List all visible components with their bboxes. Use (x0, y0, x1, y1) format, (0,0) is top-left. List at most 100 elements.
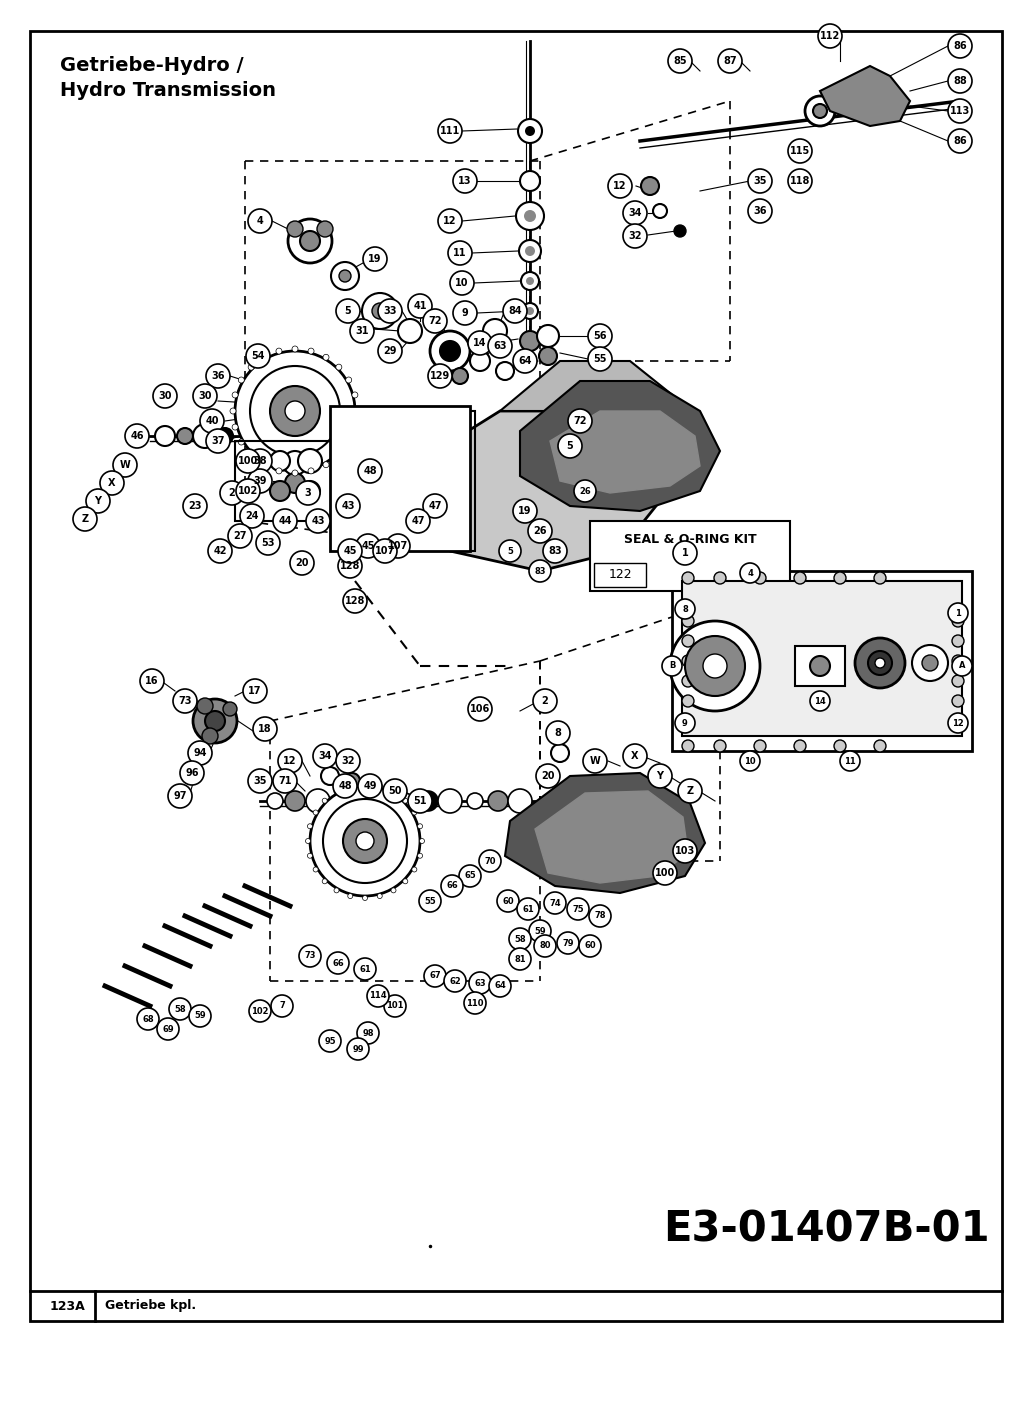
Circle shape (675, 713, 695, 733)
Circle shape (397, 793, 413, 809)
Circle shape (574, 480, 596, 502)
Circle shape (388, 489, 412, 513)
Text: 87: 87 (723, 55, 737, 65)
Circle shape (183, 495, 207, 519)
Circle shape (740, 563, 760, 583)
Text: W: W (589, 756, 601, 766)
Circle shape (238, 377, 245, 384)
Text: 23: 23 (188, 502, 201, 512)
Circle shape (189, 1005, 211, 1027)
Text: Z: Z (686, 786, 694, 796)
Text: 53: 53 (261, 539, 275, 549)
Text: 113: 113 (949, 107, 970, 117)
Circle shape (668, 48, 692, 72)
Circle shape (718, 48, 742, 72)
Circle shape (503, 298, 527, 323)
Circle shape (402, 799, 408, 803)
Circle shape (353, 453, 367, 468)
Text: 107: 107 (375, 546, 395, 556)
Circle shape (391, 789, 396, 794)
Circle shape (398, 469, 422, 493)
Circle shape (343, 588, 367, 612)
Circle shape (248, 769, 272, 793)
Text: 27: 27 (233, 531, 247, 541)
Circle shape (333, 774, 357, 799)
Circle shape (335, 452, 342, 458)
Circle shape (290, 551, 314, 576)
Text: 32: 32 (342, 756, 355, 766)
Circle shape (378, 894, 382, 898)
Circle shape (288, 219, 332, 263)
Circle shape (240, 504, 264, 529)
Circle shape (467, 696, 492, 720)
Circle shape (362, 895, 367, 901)
Text: 2: 2 (229, 487, 235, 497)
Circle shape (479, 850, 501, 872)
Text: 102: 102 (237, 486, 258, 496)
Circle shape (623, 200, 647, 225)
Circle shape (205, 710, 225, 730)
Text: 5: 5 (507, 547, 513, 556)
Text: 12: 12 (613, 180, 626, 190)
Text: 42: 42 (214, 546, 227, 556)
Circle shape (673, 838, 697, 863)
Bar (590, 522, 791, 591)
Circle shape (513, 499, 537, 523)
Circle shape (748, 169, 772, 193)
Text: 14: 14 (474, 338, 487, 348)
Text: 30: 30 (198, 391, 212, 401)
Text: 80: 80 (540, 942, 551, 951)
Text: 72: 72 (573, 416, 587, 426)
Circle shape (73, 507, 97, 531)
Circle shape (313, 867, 318, 872)
Circle shape (526, 307, 534, 315)
Circle shape (419, 838, 424, 844)
Circle shape (499, 540, 521, 561)
Circle shape (398, 318, 422, 342)
Circle shape (419, 890, 441, 912)
Circle shape (338, 539, 362, 563)
Circle shape (682, 740, 694, 752)
Circle shape (100, 470, 124, 495)
Circle shape (270, 450, 290, 470)
Circle shape (509, 948, 531, 971)
Circle shape (488, 334, 512, 358)
Text: 55: 55 (424, 897, 436, 905)
Text: 79: 79 (562, 938, 574, 948)
Circle shape (608, 173, 632, 198)
Circle shape (406, 509, 430, 533)
Circle shape (675, 600, 695, 620)
Text: 5: 5 (567, 441, 574, 450)
Circle shape (372, 303, 388, 318)
Circle shape (418, 853, 422, 858)
Circle shape (261, 354, 267, 361)
Text: 37: 37 (212, 436, 225, 446)
Circle shape (362, 782, 367, 786)
Bar (594, 563, 646, 587)
Polygon shape (400, 411, 660, 571)
Text: 16: 16 (146, 676, 159, 686)
Circle shape (310, 786, 420, 897)
Circle shape (323, 799, 407, 882)
Circle shape (430, 331, 470, 371)
Text: 94: 94 (193, 747, 206, 757)
Text: 107: 107 (388, 541, 408, 551)
Circle shape (323, 354, 329, 361)
Circle shape (810, 657, 830, 676)
Circle shape (874, 740, 886, 752)
Circle shape (334, 789, 338, 794)
Circle shape (384, 995, 406, 1017)
Text: 54: 54 (251, 351, 265, 361)
Circle shape (322, 878, 327, 884)
Circle shape (754, 573, 766, 584)
Circle shape (313, 745, 337, 767)
Circle shape (173, 689, 197, 713)
Circle shape (220, 480, 244, 504)
Text: 73: 73 (304, 952, 316, 961)
Circle shape (285, 791, 305, 811)
Text: 13: 13 (458, 176, 472, 186)
Circle shape (402, 878, 408, 884)
Circle shape (178, 428, 193, 443)
Circle shape (588, 324, 612, 348)
Bar (345, 411, 475, 551)
